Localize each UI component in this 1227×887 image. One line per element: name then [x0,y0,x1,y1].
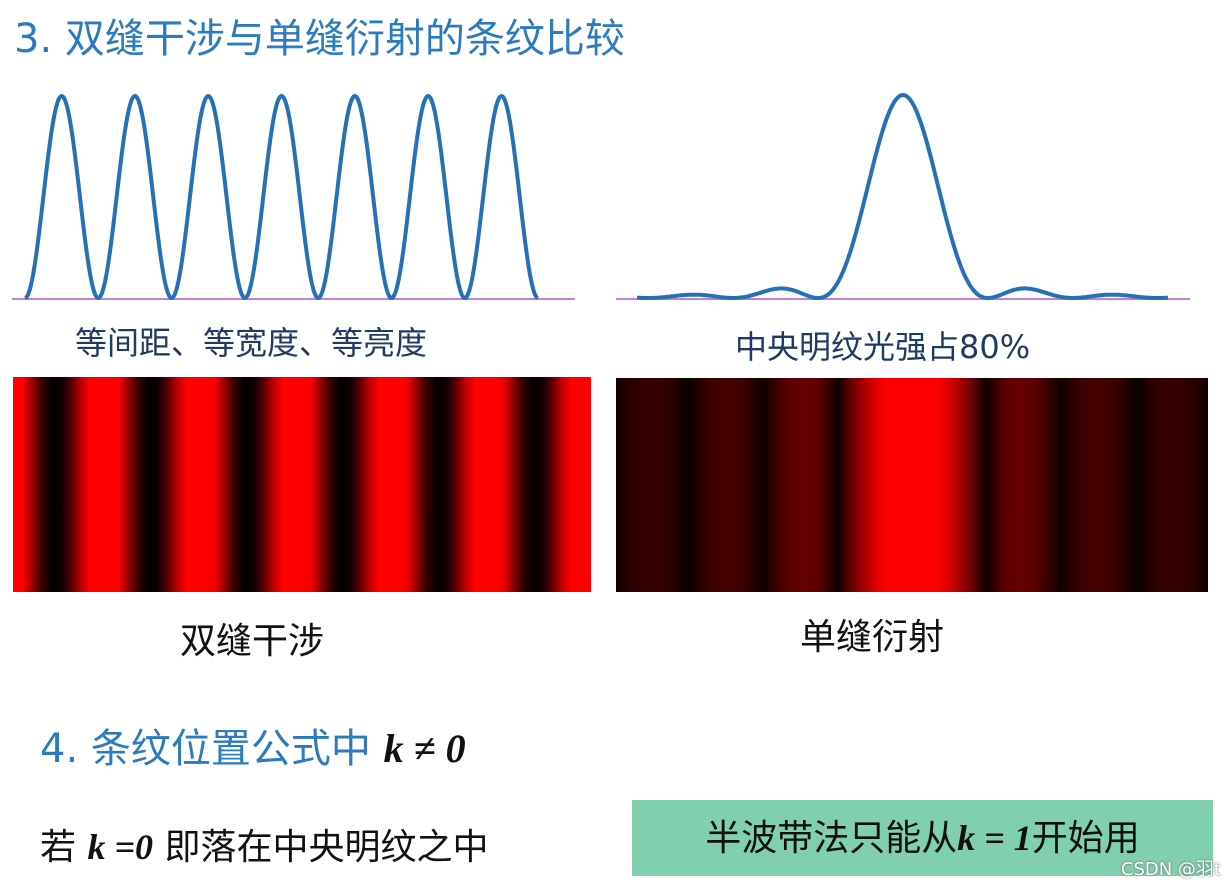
formula: k =0 [87,827,153,867]
double-slit-fringes [13,377,591,592]
box-text: 开始用 [1031,818,1140,859]
formula: k = 1 [957,818,1032,858]
box-text: 半波带法只能从 [705,818,958,859]
watermark: CSDN @羽t [1120,859,1221,880]
caption: 等间距、等宽度、等亮度 [75,324,428,362]
label: 双缝干涉 [180,621,325,662]
caption: 中央明纹光强占80% [735,328,1031,366]
note: 若 k =0 即落在中央明纹之中 [40,818,488,870]
note-text: 即落在中央明纹之中 [164,827,489,868]
formula: k ≠ 0 [383,726,466,771]
heading: 4. 条纹位置公式中 k ≠ 0 [40,716,466,774]
highlight-box: 半波带法只能从k = 1开始用 [632,800,1213,876]
single-slit-fringes [616,378,1208,592]
heading-text: 4. 条纹位置公式中 [40,726,371,772]
note-text: 若 [40,827,77,868]
title: 3. 双缝干涉与单缝衍射的条纹比较 [14,16,625,62]
double-slit-curve [24,93,539,301]
single-slit-curve [637,92,1169,300]
label: 单缝衍射 [800,617,945,658]
